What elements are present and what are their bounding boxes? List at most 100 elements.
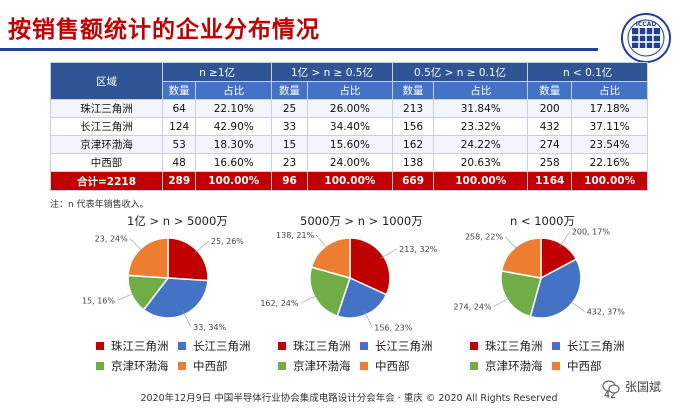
region-cell: 长江三角洲 — [50, 117, 163, 136]
legend-swatch — [278, 342, 286, 350]
table-row: 珠江三角洲 64 22.10% 25 26.00% 213 31.84% 200… — [50, 99, 648, 118]
watermark-text: 张国斌 — [625, 380, 662, 394]
pie-slice — [127, 237, 169, 279]
pie-data-label: 213, 32% — [399, 245, 438, 254]
legend-label: 京津环渤海 — [485, 359, 543, 373]
pie-slice — [167, 237, 209, 282]
table-cell: 24.00% — [306, 153, 393, 172]
legend-item: 京津环渤海 — [278, 358, 351, 374]
legend-item: 长江三角洲 — [360, 338, 433, 354]
legend-swatch — [178, 342, 186, 350]
group-header: n < 0.1亿 — [527, 62, 648, 82]
pie-leader-line — [493, 296, 511, 308]
total-cell: 289 — [161, 171, 197, 191]
watermark: 张国斌 — [602, 378, 661, 395]
table-cell: 31.84% — [433, 99, 529, 118]
pie-leader-line — [129, 238, 144, 252]
total-cell: 96 — [271, 171, 308, 191]
legend-label: 珠江三角洲 — [111, 339, 169, 353]
title-divider — [0, 48, 598, 51]
svg-text:ICCAD: ICCAD — [636, 21, 657, 28]
total-cell: 100.00% — [571, 171, 648, 191]
table-cell: 258 — [527, 153, 573, 172]
legend-item: 珠江三角洲 — [278, 338, 351, 354]
pie-data-label: 432, 37% — [587, 308, 626, 317]
pie-leader-line — [182, 310, 192, 328]
table-cell: 34.40% — [306, 117, 393, 136]
total-label: 合计=2218 — [50, 171, 163, 191]
total-cell: 669 — [391, 171, 435, 191]
table-cell: 53 — [161, 135, 197, 154]
table-cell: 22.10% — [195, 99, 273, 118]
legend-swatch — [552, 342, 560, 350]
legend-swatch — [360, 342, 368, 350]
legend-label: 长江三角洲 — [193, 339, 251, 353]
total-cell: 1164 — [527, 171, 573, 191]
pie-data-label: 33, 34% — [193, 323, 226, 332]
region-cell: 中西部 — [50, 153, 163, 172]
group-header: 1亿 > n ≥ 0.5亿 — [271, 62, 393, 82]
pie-data-label: 200, 17% — [572, 228, 611, 237]
table-cell: 24.22% — [433, 135, 529, 154]
legend-swatch — [278, 362, 286, 370]
table-cell: 124 — [161, 117, 197, 136]
table-cell: 26.00% — [306, 99, 393, 118]
table-cell: 274 — [527, 135, 573, 154]
table-cell: 42.90% — [195, 117, 273, 136]
pie-charts: 25, 26% 33, 34% 15, 16% 23, 24% 213, 32% 156,… — [82, 228, 626, 333]
table-row: 京津环渤海 53 18.30% 15 15.60% 162 24.22% 274… — [50, 135, 648, 154]
pie-title-2: 5000万 > n > 1000万 — [300, 214, 423, 228]
pie-leader-line — [559, 231, 571, 248]
table-cell: 48 — [161, 153, 197, 172]
table-cell: 162 — [391, 135, 435, 154]
pie-leader-line — [568, 300, 585, 312]
legend-item: 长江三角洲 — [178, 338, 251, 354]
table-cell: 432 — [527, 117, 573, 136]
pie-data-label: 156, 23% — [374, 324, 413, 333]
legend-item: 中西部 — [360, 358, 410, 374]
legend-item: 京津环渤海 — [96, 358, 169, 374]
table-cell: 18.30% — [195, 135, 273, 154]
pie-leader-line — [504, 236, 519, 251]
share-header: 占比 — [306, 81, 393, 100]
pie-data-label: 15, 16% — [82, 296, 115, 305]
share-header: 占比 — [571, 81, 648, 100]
table-cell: 23.54% — [571, 135, 648, 154]
total-cell: 100.00% — [195, 171, 273, 191]
page-number: 42 — [604, 390, 617, 401]
table-cell: 20.63% — [433, 153, 529, 172]
total-row: 合计=2218 289 100.00% 96 100.00% 669 100.0… — [50, 171, 648, 191]
table-row: 长江三角洲 124 42.90% 33 34.40% 156 23.32% 43… — [50, 117, 648, 136]
group-header: 0.5亿 > n ≥ 0.1亿 — [391, 62, 529, 82]
pie-leader-line — [194, 240, 210, 254]
table-cell: 64 — [161, 99, 197, 118]
legend-label: 中西部 — [375, 359, 410, 373]
pie-data-label: 23, 24% — [95, 235, 128, 244]
legend-label: 长江三角洲 — [567, 339, 625, 353]
legend-label: 珠江三角洲 — [485, 339, 543, 353]
wechat-icon — [602, 379, 620, 394]
legend-item: 中西部 — [178, 358, 228, 374]
pie-data-label: 274, 24% — [453, 303, 492, 312]
legend-item: 京津环渤海 — [470, 358, 543, 374]
pie-data-label: 162, 24% — [260, 299, 299, 308]
pie-data-label: 25, 26% — [211, 237, 244, 246]
legend-swatch — [360, 362, 368, 370]
legend-swatch — [96, 342, 104, 350]
table-cell: 15 — [271, 135, 308, 154]
region-header: 区域 — [50, 62, 163, 100]
total-cell: 100.00% — [306, 171, 393, 191]
legend-swatch — [470, 342, 478, 350]
table-cell: 33 — [271, 117, 308, 136]
table-cell: 17.18% — [571, 99, 648, 118]
count-header: 数量 — [527, 81, 573, 100]
pie-leader-line — [116, 292, 136, 301]
pie-data-label: 138, 21% — [276, 231, 315, 240]
legend-item: 珠江三角洲 — [96, 338, 169, 354]
share-header: 占比 — [195, 81, 273, 100]
pie-title-3: n < 1000万 — [510, 214, 576, 228]
count-header: 数量 — [391, 81, 435, 100]
legend-swatch — [552, 362, 560, 370]
pie-leader-line — [364, 310, 373, 328]
share-header: 占比 — [433, 81, 529, 100]
